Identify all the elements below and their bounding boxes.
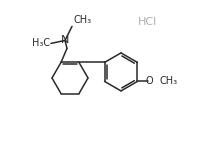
Text: O: O (146, 76, 153, 86)
Text: HCl: HCl (138, 17, 157, 27)
Text: CH₃: CH₃ (73, 15, 91, 25)
Text: H₃C: H₃C (32, 38, 50, 48)
Text: N: N (61, 35, 69, 45)
Text: CH₃: CH₃ (160, 76, 178, 86)
